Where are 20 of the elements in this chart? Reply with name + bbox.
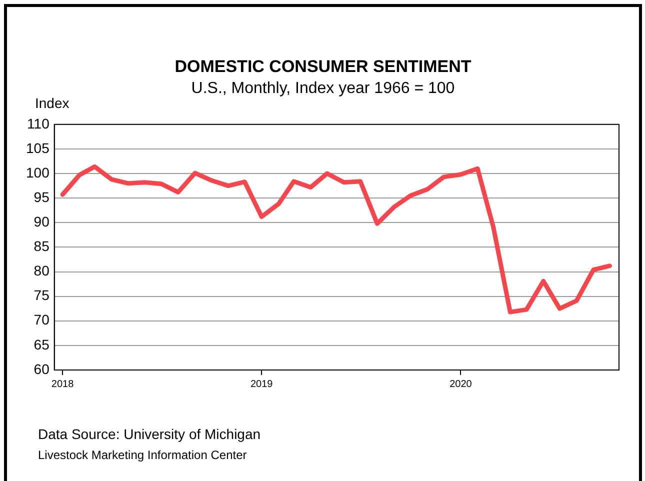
y-tick-label: 95	[34, 188, 50, 205]
y-tick-label: 60	[34, 360, 50, 377]
y-tick-label: 65	[34, 336, 50, 352]
y-tick-label: 110	[27, 115, 50, 132]
x-tick-label: 2018	[51, 378, 74, 390]
source-note: Data Source: University of Michigan	[38, 426, 261, 442]
chart-title: DOMESTIC CONSUMER SENTIMENT	[174, 57, 472, 77]
chart-subtitle: U.S., Monthly, Index year 1966 = 100	[191, 80, 455, 97]
page-frame: DOMESTIC CONSUMER SENTIMENT U.S., Monthly, Index year 1966 = 100 Index 2018 2019 2020 60 65 70 75 80 85 90 95 100 105 110 Data Source: University of Michigan Livestock Marketing Information Center	[4, 4, 642, 481]
y-tick-label: 80	[34, 262, 50, 279]
y-tick-label: 90	[34, 214, 50, 230]
y-axis-title: Index	[35, 95, 70, 111]
y-tick-label: 105	[26, 140, 50, 156]
y-tick-label: 75	[34, 287, 50, 304]
x-tick-label: 2020	[450, 378, 472, 390]
y-tick-label: 70	[34, 312, 50, 328]
y-tick-label: 85	[34, 238, 50, 254]
y-tick-label: 100	[26, 164, 50, 180]
text: Livestock Marketing Information Center	[38, 448, 247, 462]
x-tick-label: 2019	[250, 378, 274, 390]
